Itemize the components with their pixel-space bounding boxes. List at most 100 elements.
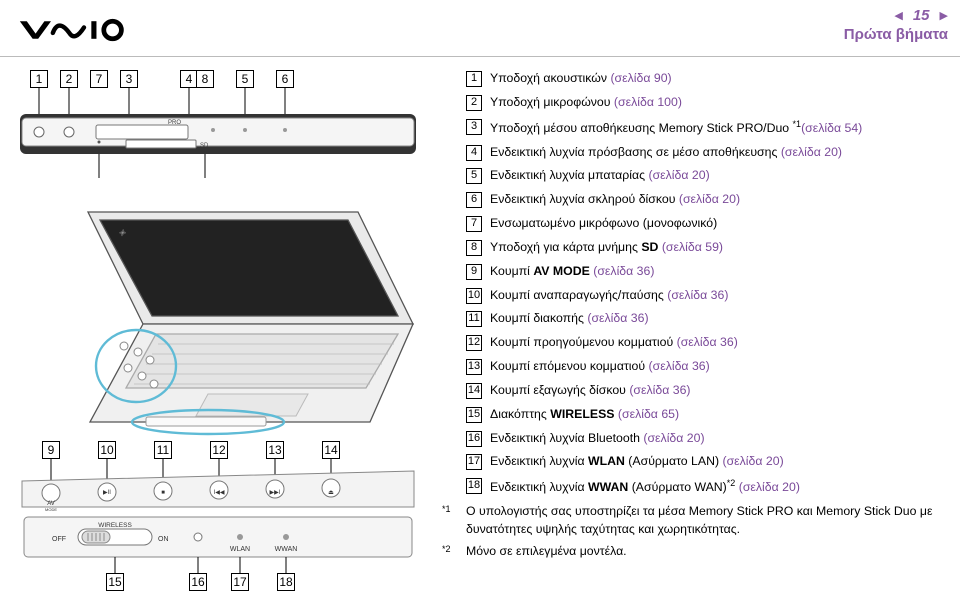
- svg-text:✦: ✦: [118, 228, 126, 238]
- nav-controls: ◀ 15 ▶: [894, 7, 948, 24]
- legend-row: 5 Ενδεικτική λυχνία μπαταρίας (σελίδα 20): [466, 167, 936, 185]
- callout-11: 11: [154, 441, 172, 459]
- figure-front-edge: 1 2 3 4 5 6 7 8: [18, 70, 418, 202]
- page-link[interactable]: (σελίδα 54): [801, 121, 862, 135]
- label-sd: SD: [200, 143, 209, 149]
- legend-row: 9 Κουμπί AV MODE (σελίδα 36): [466, 263, 936, 281]
- page-link[interactable]: (σελίδα 20): [648, 168, 709, 182]
- legend-text: Υποδοχή μέσου αποθήκευσης Memory Stick P…: [490, 118, 936, 138]
- legend-text: Διακόπτης WIRELESS (σελίδα 65): [490, 406, 936, 424]
- svg-text:MODE: MODE: [45, 507, 57, 511]
- legend-text: Ενδεικτική λυχνία μπαταρίας (σελίδα 20): [490, 167, 936, 185]
- page-link[interactable]: (σελίδα 36): [649, 359, 710, 373]
- callout-2: 2: [60, 70, 78, 88]
- legend-row: 15 Διακόπτης WIRELESS (σελίδα 65): [466, 406, 936, 424]
- legend-list: 1Υποδοχή ακουστικών (σελίδα 90)2Υποδοχή …: [466, 70, 936, 561]
- legend-text: Ενδεικτική λυχνία WWAN (Ασύρματο WAN)*2 …: [490, 477, 936, 497]
- callout-18: 18: [277, 573, 295, 591]
- page-link[interactable]: (σελίδα 36): [667, 288, 728, 302]
- legend-number: 3: [466, 119, 482, 135]
- page-link[interactable]: (σελίδα 36): [587, 311, 648, 325]
- legend-text: Κουμπί εξαγωγής δίσκου (σελίδα 36): [490, 382, 936, 400]
- svg-text:■: ■: [161, 490, 165, 496]
- legend-number: 14: [466, 383, 482, 399]
- callout-15: 15: [106, 573, 124, 591]
- page-link[interactable]: (σελίδα 36): [677, 335, 738, 349]
- page-link[interactable]: (σελίδα 20): [781, 145, 842, 159]
- legend-text: Ενδεικτική λυχνία Bluetooth (σελίδα 20): [490, 430, 936, 448]
- next-page-icon[interactable]: ▶: [940, 9, 948, 22]
- legend-row: 11Κουμπί διακοπής (σελίδα 36): [466, 310, 936, 328]
- page-link[interactable]: (σελίδα 20): [739, 480, 800, 494]
- footnote-text: Μόνο σε επιλεγμένα μοντέλα.: [466, 543, 936, 561]
- legend-number: 8: [466, 240, 482, 256]
- legend-number: 16: [466, 431, 482, 447]
- legend-row: 6 Ενδεικτική λυχνία σκληρού δίσκου (σελίδ…: [466, 191, 936, 209]
- legend-number: 4: [466, 145, 482, 161]
- legend-text: Υποδοχή μικροφώνου (σελίδα 100): [490, 94, 936, 112]
- page-link[interactable]: (σελίδα 20): [679, 192, 740, 206]
- footnote: *2Μόνο σε επιλεγμένα μοντέλα.: [442, 543, 936, 561]
- figure-wireless-switch: OFF WIRELESS ON WLAN WWAN 15 16: [18, 513, 418, 595]
- legend-number: 5: [466, 168, 482, 184]
- page-link[interactable]: (σελίδα 36): [629, 383, 690, 397]
- legend-row: 16 Ενδεικτική λυχνία Bluetooth (σελίδα 20…: [466, 430, 936, 448]
- legend-text: Ενδεικτική λυχνία WLAN (Ασύρματο LAN) (σ…: [490, 453, 936, 471]
- legend-text: Ενσωματωμένο μικρόφωνο (μονοφωνικό): [490, 215, 936, 233]
- legend-text: Κουμπί επόμενου κομματιού (σελίδα 36): [490, 358, 936, 376]
- callout-10: 10: [98, 441, 116, 459]
- legend-row: 4Ενδεικτική λυχνία πρόσβασης σε μέσο απο…: [466, 144, 936, 162]
- legend-number: 12: [466, 335, 482, 351]
- legend-text: Κουμπί AV MODE (σελίδα 36): [490, 263, 936, 281]
- label-pro: PRO: [168, 120, 181, 126]
- legend-number: 9: [466, 264, 482, 280]
- page-link[interactable]: (σελίδα 20): [722, 454, 783, 468]
- svg-text:▶▶I: ▶▶I: [270, 490, 281, 496]
- legend-row: 12 Κουμπί προηγούμενου κομματιού (σελίδα …: [466, 334, 936, 352]
- legend-number: 11: [466, 311, 482, 327]
- legend-number: 6: [466, 192, 482, 208]
- label-wireless: WIRELESS: [98, 522, 132, 529]
- callout-14: 14: [322, 441, 340, 459]
- vaio-logo: [18, 16, 128, 49]
- callout-9: 9: [42, 441, 60, 459]
- svg-text:⏏: ⏏: [328, 490, 334, 496]
- callout-7: 7: [90, 70, 108, 88]
- callout-12: 12: [210, 441, 228, 459]
- legend-row: 1 Υποδοχή ακουστικών (σελίδα 90): [466, 70, 936, 88]
- label-on: ON: [158, 536, 169, 543]
- legend-number: 18: [466, 478, 482, 494]
- callout-16: 16: [189, 573, 207, 591]
- page-link[interactable]: (σελίδα 59): [662, 240, 723, 254]
- page-link[interactable]: (σελίδα 100): [614, 95, 682, 109]
- legend-text: Υποδοχή ακουστικών (σελίδα 90): [490, 70, 936, 88]
- svg-text:I◀◀: I◀◀: [214, 490, 225, 496]
- svg-text:▶II: ▶II: [103, 490, 111, 496]
- legend-text: Υποδοχή για κάρτα μνήμης SD (σελίδα 59): [490, 239, 936, 257]
- callout-17: 17: [231, 573, 249, 591]
- figure-av-buttons: 9 10 11 12 13 14: [18, 441, 418, 511]
- legend-row: 14 Κουμπί εξαγωγής δίσκου (σελίδα 36): [466, 382, 936, 400]
- legend-number: 1: [466, 71, 482, 87]
- legend-text: Κουμπί προηγούμενου κομματιού (σελίδα 36…: [490, 334, 936, 352]
- legend-text: Ενδεικτική λυχνία σκληρού δίσκου (σελίδα…: [490, 191, 936, 209]
- page-link[interactable]: (σελίδα 90): [610, 71, 671, 85]
- legend-number: 17: [466, 454, 482, 470]
- figure-laptop: ✦: [18, 206, 418, 441]
- diagrams-column: 1 2 3 4 5 6 7 8: [18, 70, 438, 595]
- label-wwan: WWAN: [275, 546, 298, 553]
- page-link[interactable]: (σελίδα 65): [618, 407, 679, 421]
- prev-page-icon[interactable]: ◀: [894, 9, 902, 22]
- legend-row: 3 Υποδοχή μέσου αποθήκευσης Memory Stick …: [466, 118, 936, 138]
- legend-number: 7: [466, 216, 482, 232]
- legend-row: 10Κουμπί αναπαραγωγής/παύσης (σελίδα 36): [466, 287, 936, 305]
- callout-8: 8: [196, 70, 214, 88]
- label-wlan: WLAN: [230, 546, 250, 553]
- page-link[interactable]: (σελίδα 36): [593, 264, 654, 278]
- legend-row: 7 Ενσωματωμένο μικρόφωνο (μονοφωνικό): [466, 215, 936, 233]
- footnote: *1Ο υπολογιστής σας υποστηρίζει τα μέσα …: [442, 503, 936, 539]
- legend-number: 15: [466, 407, 482, 423]
- page-link[interactable]: (σελίδα 20): [643, 431, 704, 445]
- legend-row: 17 Ενδεικτική λυχνία WLAN (Ασύρματο LAN) …: [466, 453, 936, 471]
- callout-1: 1: [30, 70, 48, 88]
